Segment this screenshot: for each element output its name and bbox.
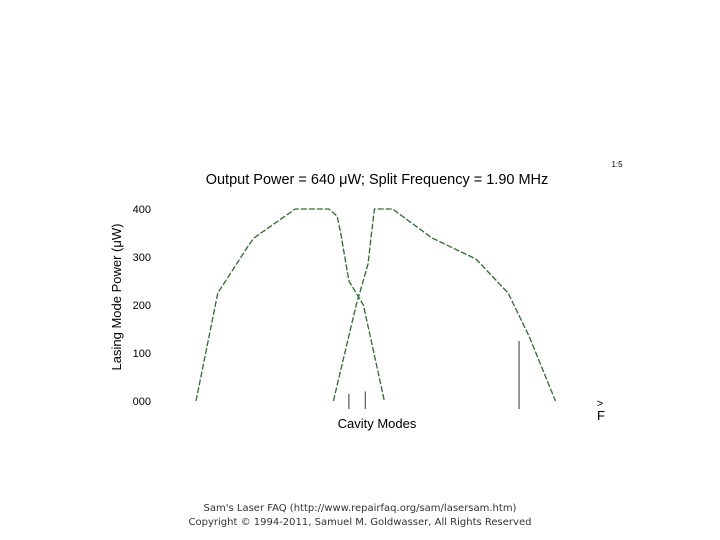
series-line: [195, 208, 386, 402]
corner-letter-label: F: [597, 408, 605, 423]
y-tick-label: 400: [133, 204, 151, 216]
y-tick-label: 300: [133, 252, 151, 264]
y-tick-label: 000: [133, 396, 151, 408]
footer-line-1: Sam's Laser FAQ (http://www.repairfaq.or…: [203, 503, 517, 514]
x-axis-label: Cavity Modes: [338, 416, 417, 431]
y-tick-label: 200: [133, 300, 151, 312]
series-line: [332, 208, 557, 402]
footer-line-2: Copyright © 1994-2011, Samuel M. Goldwas…: [188, 517, 532, 528]
slide-number: 1:5: [611, 160, 623, 169]
y-axis-label: Lasing Mode Power (μW): [109, 224, 124, 371]
chart-title: Output Power = 640 μW; Split Frequency =…: [206, 172, 549, 188]
y-tick-label: 100: [133, 348, 151, 360]
corner-arrow-label: >: [597, 398, 603, 410]
